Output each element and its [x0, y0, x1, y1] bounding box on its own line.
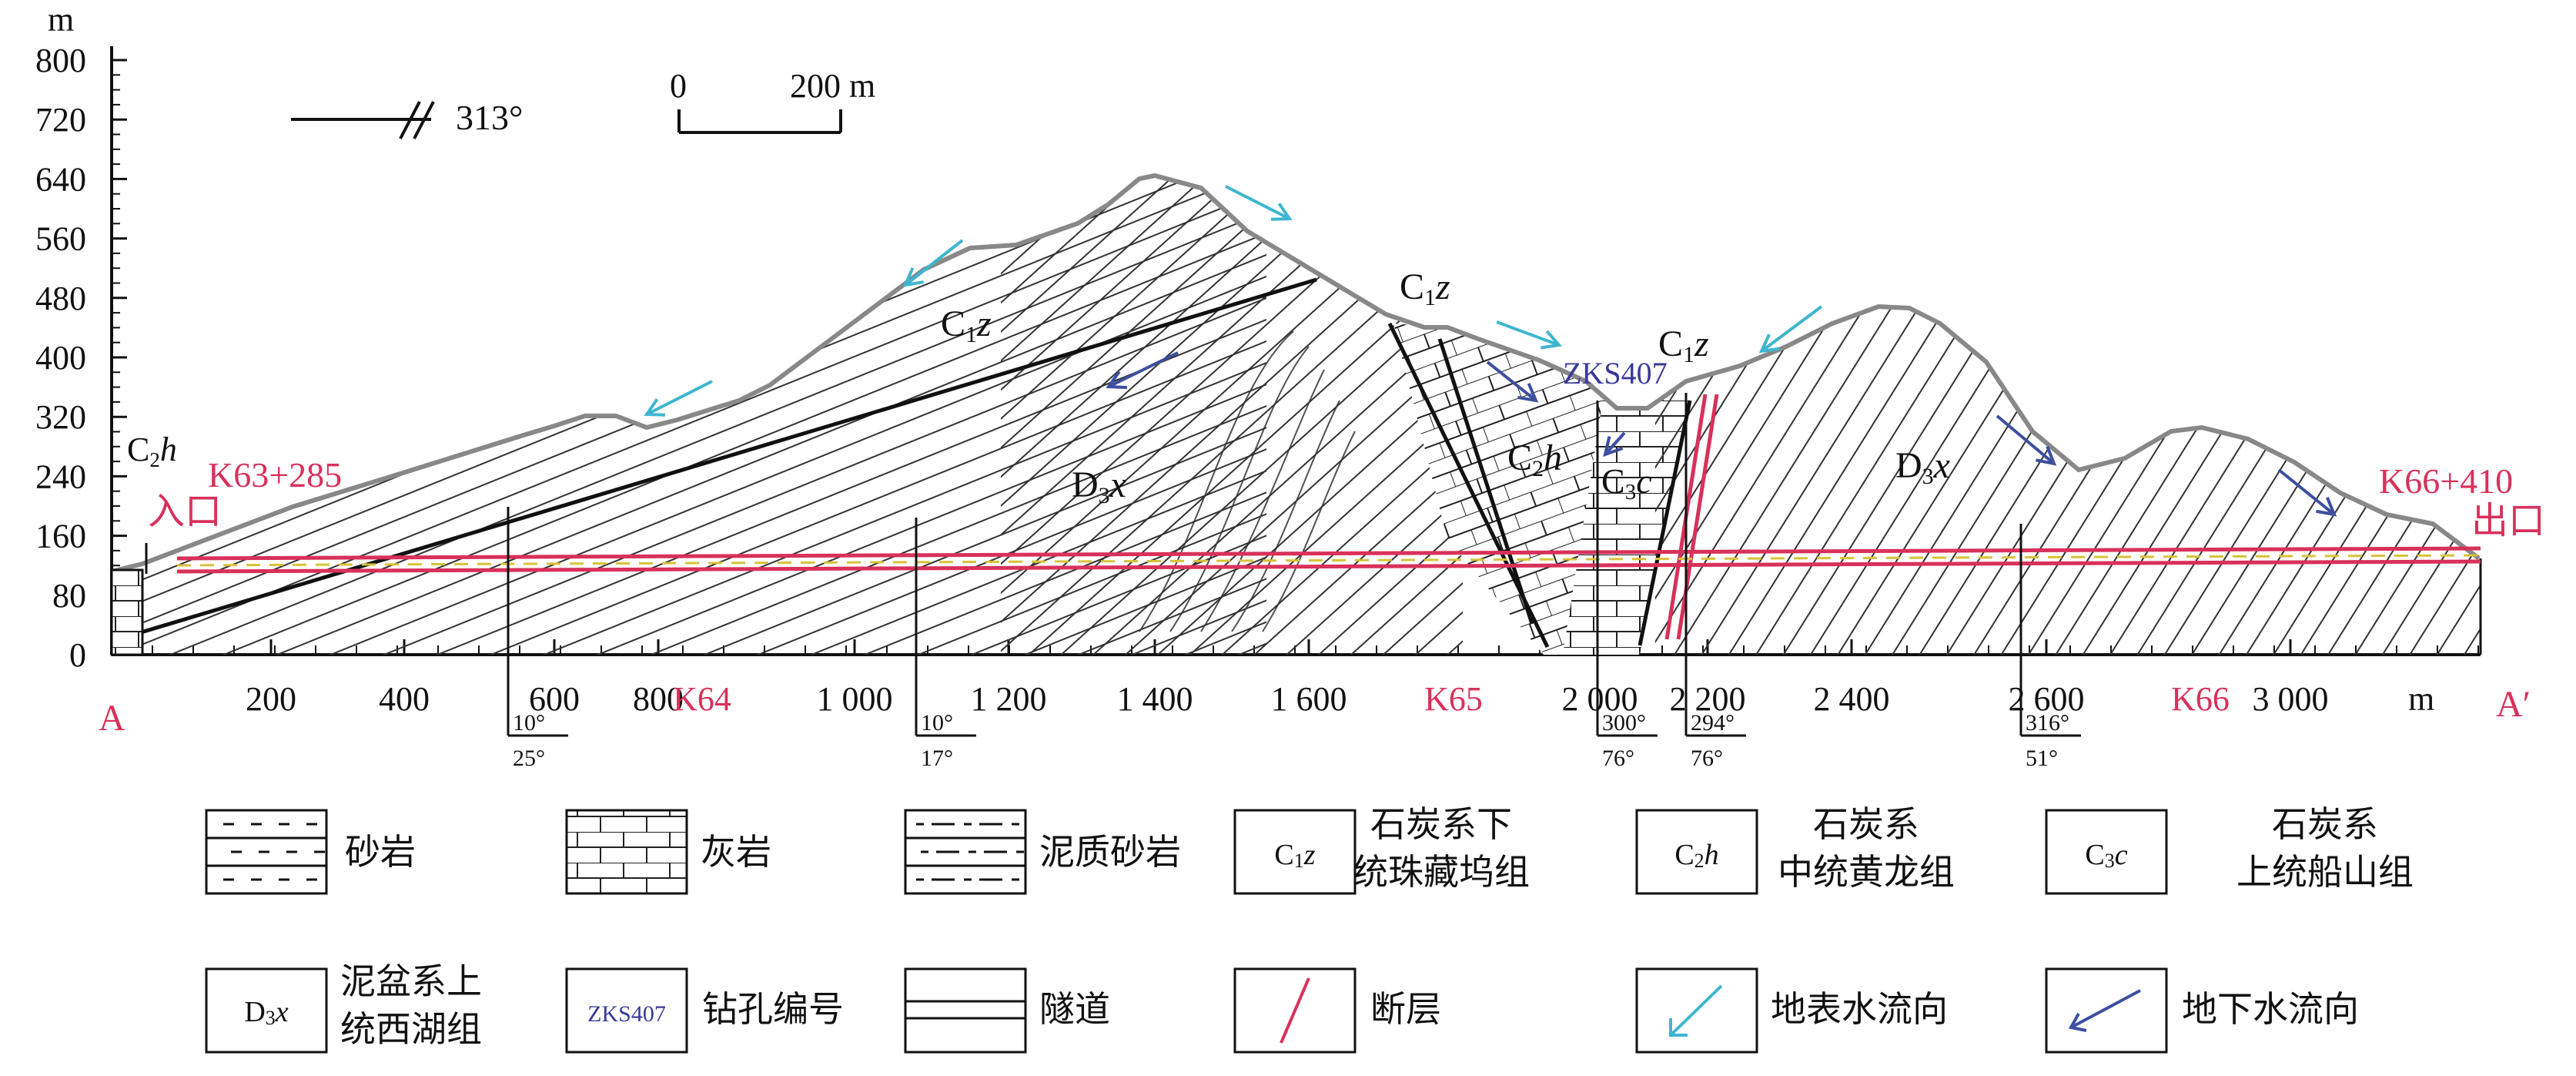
flow-arrow	[904, 239, 964, 287]
x-tick-label: 1 000	[817, 680, 893, 718]
legend-ground-water: 地下水流向	[2182, 990, 2359, 1029]
x-tick-label: 600	[529, 680, 580, 718]
entrance-chainage: K63+285	[208, 455, 342, 494]
formation-label: C2h	[127, 431, 177, 471]
x-tick-label: 400	[379, 680, 430, 718]
flow-arrow	[1108, 351, 1179, 388]
y-tick-label: 400	[35, 339, 86, 377]
x-tick-label: 1 200	[971, 680, 1047, 718]
section-end-a: A	[99, 698, 125, 739]
y-tick-label: 160	[35, 518, 86, 555]
scale-bar: 0 200 m	[670, 67, 875, 134]
legend-c1z-code: C1z	[1274, 839, 1315, 872]
y-axis-unit: m	[48, 1, 74, 39]
borehole-label: ZKS407	[1563, 356, 1668, 391]
chainage-mark: K65	[1424, 680, 1483, 718]
scale-start-label: 0	[670, 67, 687, 105]
legend-borehole: 钻孔编号	[702, 990, 844, 1029]
legend-c1z-name-1: 石炭系下	[1370, 805, 1512, 844]
formation-label: C1z	[1400, 266, 1450, 310]
legend: 砂岩 灰岩 泥质砂岩 C1z 石炭系下 统珠藏坞组 C2h 石炭系 中统黄龙组 …	[205, 805, 2414, 1054]
dip-mark-bottom: 17°	[921, 746, 953, 771]
formation-label: D3x	[1895, 445, 1950, 489]
y-tick-label: 800	[35, 42, 86, 79]
legend-c2h-name-2: 中统黄龙组	[1778, 853, 1955, 892]
chainage-mark: K66	[2171, 680, 2230, 718]
flow-arrow	[1996, 414, 2056, 465]
contact-lines	[122, 277, 1692, 649]
entrance-label: 入口	[148, 491, 222, 532]
x-tick-label: 2 200	[1670, 680, 1746, 718]
dip-mark-bottom: 51°	[2026, 746, 2058, 771]
y-tick-label: 640	[35, 160, 86, 198]
y-tick-label: 720	[35, 101, 86, 139]
x-tick-label: 3 000	[2253, 680, 2329, 718]
y-tick-label: 480	[35, 280, 86, 317]
legend-tunnel: 隧道	[1039, 990, 1110, 1029]
scale-end-label: 200 m	[790, 67, 875, 105]
dip-mark-bottom: 76°	[1691, 746, 1723, 771]
section-end-a-prime: A′	[2496, 684, 2531, 725]
x-axis-unit: m	[2408, 680, 2434, 718]
bearing-label: 313°	[456, 98, 523, 137]
dip-lines	[507, 393, 2022, 736]
exit-label: 出口	[2471, 501, 2545, 541]
x-tick-label: 800	[633, 680, 684, 718]
x-tick-label: 2 400	[1814, 680, 1890, 718]
formation-label: D3x	[1072, 464, 1126, 508]
legend-c2h-name-1: 石炭系	[1813, 805, 1919, 844]
chainage-mark: K64	[673, 680, 731, 718]
formation-label: C1z	[1658, 323, 1709, 367]
flow-arrow	[1496, 320, 1560, 347]
x-tick-label: 200	[246, 680, 296, 718]
dip-mark-bottom: 25°	[513, 746, 545, 771]
legend-limestone: 灰岩	[701, 833, 771, 872]
entrance-portal-block	[110, 568, 144, 656]
legend-muddy-sandstone: 泥质砂岩	[1039, 833, 1181, 872]
formation-label: C2h	[1507, 437, 1562, 481]
dip-mark-top: 300°	[1602, 710, 1646, 736]
flow-arrow	[1760, 305, 1823, 353]
tunnel	[176, 546, 2481, 574]
legend-sandstone: 砂岩	[345, 833, 416, 872]
legend-surface-water: 地表水流向	[1771, 990, 1948, 1029]
formation-label: C1z	[941, 303, 992, 347]
x-tick-label: 2 000	[1562, 680, 1638, 718]
flow-arrow	[1486, 360, 1537, 402]
dip-mark-top: 316°	[2026, 710, 2069, 736]
section-body	[112, 176, 2481, 655]
exit-chainage: K66+410	[2379, 461, 2513, 501]
dip-mark-top: 10°	[513, 710, 545, 736]
dip-mark-top: 294°	[1691, 710, 1735, 736]
flow-arrow	[646, 380, 713, 416]
flow-arrow	[1604, 431, 1626, 456]
legend-d3x-name-1: 泥盆系上	[340, 962, 482, 1001]
ground-surface-line	[111, 173, 2481, 574]
y-tick-label: 560	[35, 220, 86, 258]
legend-d3x-code: D3x	[244, 996, 288, 1029]
y-tick-label: 80	[52, 577, 86, 615]
legend-c3c-name-2: 上统船山组	[2236, 853, 2414, 892]
legend-d3x-name-2: 统西湖组	[340, 1010, 482, 1049]
y-tick-label: 240	[35, 458, 86, 495]
bearing-mark: 313°	[291, 98, 523, 139]
formation-label: C3c	[1601, 461, 1652, 504]
x-tick-label: 1 600	[1271, 680, 1347, 718]
dip-mark-bottom: 76°	[1602, 746, 1634, 771]
y-tick-label: 320	[35, 398, 86, 436]
flow-arrow	[2277, 468, 2336, 516]
dip-mark-top: 10°	[921, 710, 953, 736]
flow-arrow	[1225, 185, 1290, 220]
y-tick-label: 0	[69, 636, 86, 674]
legend-c3c-name-1: 石炭系	[2272, 805, 2378, 844]
legend-fault: 断层	[1370, 990, 1441, 1029]
legend-c1z-name-2: 统珠藏坞组	[1353, 853, 1530, 892]
legend-borehole-code: ZKS407	[587, 1001, 666, 1027]
x-tick-label: 1 400	[1117, 680, 1193, 718]
